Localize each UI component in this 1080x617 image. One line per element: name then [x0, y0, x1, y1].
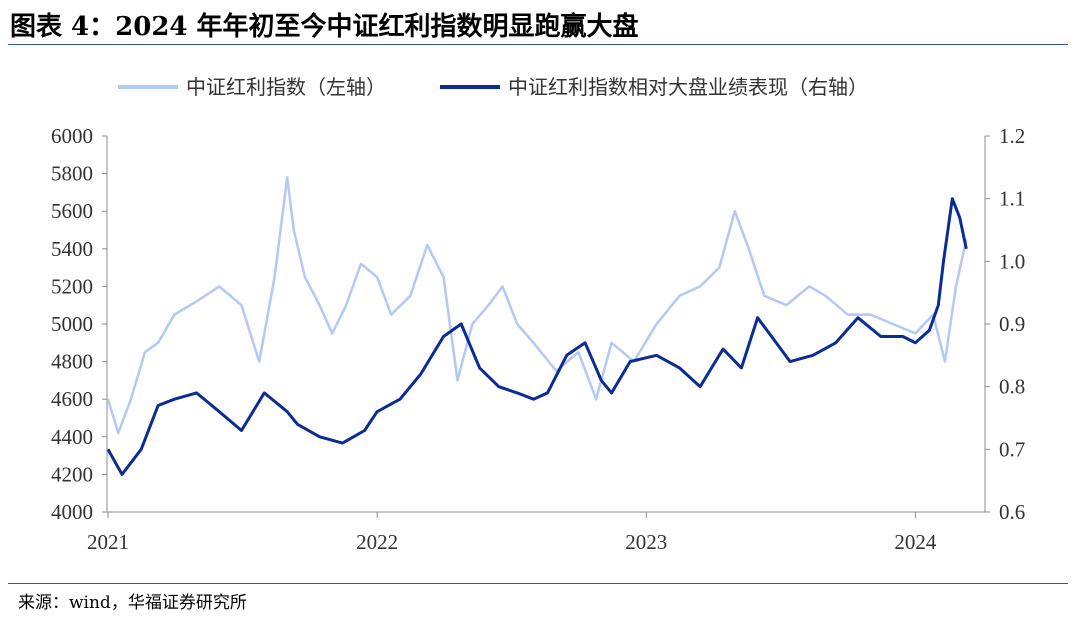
right-tick-label: 0.6 — [999, 500, 1025, 524]
left-tick-label: 6000 — [51, 124, 93, 148]
right-tick-label: 0.9 — [999, 312, 1025, 336]
axes: 4000 4200 4400 4600 4800 5000 5200 5400 5600 5800… — [51, 124, 1025, 554]
left-tick-label: 5000 — [51, 312, 93, 336]
legend: 中证红利指数（左轴） 中证红利指数相对大盘业绩表现（右轴） — [118, 75, 868, 99]
series-line-right — [106, 197, 968, 476]
left-tick-label: 4200 — [51, 462, 93, 486]
chart: 中证红利指数（左轴） 中证红利指数相对大盘业绩表现（右轴） 4000 4200 44… — [51, 75, 1025, 554]
legend-label-left-series: 中证红利指数（左轴） — [186, 75, 386, 99]
left-tick-label: 5400 — [51, 237, 93, 261]
x-tick-label: 2022 — [356, 530, 398, 554]
left-tick-label: 4800 — [51, 350, 93, 374]
left-tick-label: 5600 — [51, 199, 93, 223]
series-line-left — [106, 176, 968, 435]
right-tick-label: 1.2 — [999, 124, 1025, 148]
source-note: 来源：wind，华福证券研究所 — [18, 593, 247, 613]
left-tick-label: 4000 — [51, 500, 93, 524]
left-tick-label: 4600 — [51, 387, 93, 411]
left-tick-label: 5200 — [51, 274, 93, 298]
right-tick-label: 1.0 — [999, 249, 1025, 273]
left-tick-label: 4400 — [51, 425, 93, 449]
legend-label-right-series: 中证红利指数相对大盘业绩表现（右轴） — [508, 75, 868, 99]
x-tick-label: 2023 — [625, 530, 667, 554]
x-tick-label: 2024 — [894, 530, 937, 554]
right-tick-label: 1.1 — [999, 187, 1025, 211]
chart-title: 图表 4：2024 年年初至今中证红利指数明显跑赢大盘 — [10, 12, 639, 42]
x-tick-label: 2021 — [87, 530, 129, 554]
title-rule — [8, 44, 1068, 45]
footer-rule — [8, 583, 1068, 584]
right-tick-label: 0.7 — [999, 437, 1025, 461]
right-tick-label: 0.8 — [999, 375, 1025, 399]
left-tick-label: 5800 — [51, 162, 93, 186]
